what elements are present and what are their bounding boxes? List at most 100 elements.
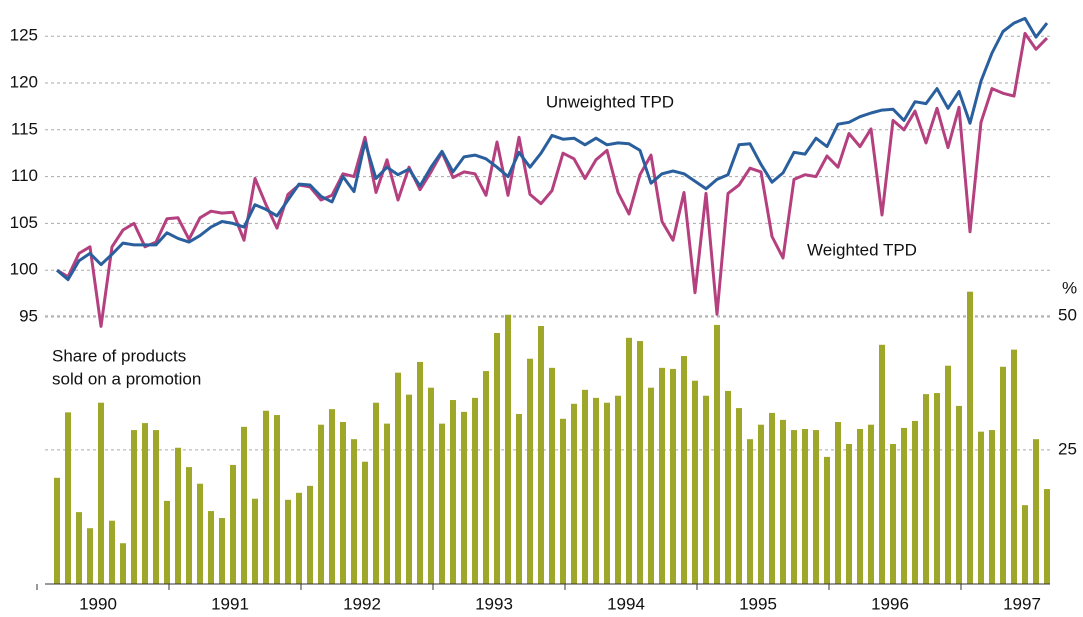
bar	[934, 393, 940, 584]
bar	[593, 397, 599, 584]
line	[56, 31, 1049, 328]
bar	[208, 511, 214, 584]
bar	[164, 500, 170, 584]
bar	[120, 543, 126, 584]
bar	[1011, 349, 1017, 584]
bar	[54, 477, 60, 584]
bar	[604, 402, 610, 584]
bar	[175, 447, 181, 584]
y-tick-label: 100	[10, 260, 38, 279]
x-tick-label: 1993	[475, 594, 513, 613]
bar	[461, 411, 467, 584]
bar	[978, 431, 984, 584]
bar	[901, 427, 907, 584]
bar	[626, 337, 632, 584]
bar	[560, 418, 566, 584]
bar	[1022, 505, 1028, 584]
bar	[835, 422, 841, 584]
bar	[791, 430, 797, 584]
x-tick-label: 1995	[739, 594, 777, 613]
bar	[538, 326, 544, 584]
bar	[769, 412, 775, 584]
bar	[373, 402, 379, 584]
y2-tick-label: 50	[1058, 305, 1077, 324]
bar	[582, 389, 588, 584]
bar	[747, 439, 753, 584]
bar	[406, 394, 412, 584]
plot: 95 100 105 110 115 120 125 25 50 Unweighted TPD We…	[10, 16, 1077, 613]
bar	[868, 424, 874, 584]
y-tick-label: 125	[10, 26, 38, 45]
bar	[219, 518, 225, 584]
bar	[131, 430, 137, 584]
bar	[549, 367, 555, 584]
line	[56, 16, 1049, 282]
bar	[142, 423, 148, 584]
bar	[527, 358, 533, 584]
bar	[362, 461, 368, 584]
bar	[241, 426, 247, 584]
bar	[505, 314, 511, 584]
bar	[76, 512, 82, 584]
x-tick-label: 1991	[211, 594, 249, 613]
bar	[395, 372, 401, 584]
bar	[637, 341, 643, 584]
y-tick-label: 115	[11, 119, 38, 138]
bar	[274, 415, 280, 584]
bar	[340, 422, 346, 584]
bar	[736, 408, 742, 584]
bar	[1044, 489, 1050, 584]
y-tick-label: 120	[10, 72, 38, 91]
bar	[98, 402, 104, 584]
y2-tick-label: 25	[1058, 439, 1077, 458]
series-label: Unweighted TPD	[546, 92, 674, 111]
bar	[912, 420, 918, 584]
bar	[703, 395, 709, 584]
bar	[670, 368, 676, 584]
bar	[890, 444, 896, 584]
bar	[153, 430, 159, 584]
bar	[615, 395, 621, 584]
y-tick-label: 110	[11, 166, 38, 185]
bar	[472, 397, 478, 584]
bar	[263, 410, 269, 584]
y-tick-label: 105	[10, 213, 38, 232]
bar	[802, 428, 808, 584]
series-label: Weighted TPD	[807, 240, 917, 259]
y-tick-label: 95	[19, 306, 38, 325]
bar	[879, 344, 885, 584]
bar	[758, 424, 764, 584]
x-tick-label: 1994	[607, 594, 645, 613]
bar	[65, 412, 71, 584]
bar	[571, 403, 577, 584]
bar	[439, 423, 445, 584]
bar	[813, 430, 819, 584]
x-tick-label: 1997	[1003, 594, 1041, 613]
bar	[450, 400, 456, 584]
bar	[857, 428, 863, 584]
bar	[307, 485, 313, 584]
y2-axis-label: %	[1062, 278, 1077, 297]
bar	[945, 365, 951, 584]
bar	[417, 361, 423, 584]
bar	[648, 387, 654, 584]
annotation: Share of products	[52, 346, 186, 365]
bar	[318, 424, 324, 584]
bar	[109, 520, 115, 584]
bar	[681, 356, 687, 584]
bar	[1000, 366, 1006, 584]
bar	[351, 439, 357, 584]
bar	[780, 419, 786, 584]
bar	[494, 332, 500, 584]
bar	[186, 467, 192, 584]
bar	[659, 367, 665, 584]
bar	[87, 528, 93, 584]
bar	[824, 456, 830, 584]
x-tick-label: 1990	[79, 594, 117, 613]
bar	[967, 291, 973, 584]
bar	[956, 405, 962, 584]
bar	[846, 444, 852, 584]
annotation: sold on a promotion	[52, 369, 201, 388]
bar	[483, 371, 489, 584]
